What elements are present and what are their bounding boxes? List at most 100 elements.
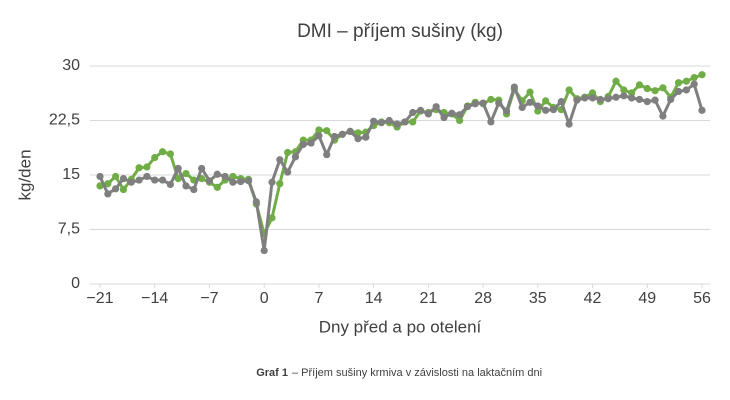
point [620,92,628,100]
point [682,77,690,85]
point [502,107,511,115]
point [424,110,432,118]
point [127,178,135,186]
point [182,169,190,178]
point [393,120,401,128]
x-tick-label: 35 [529,290,547,307]
point [565,86,573,94]
point [456,111,464,119]
point [323,127,331,135]
point [471,100,479,108]
point [104,190,112,198]
point [557,98,565,106]
point [542,97,550,105]
point [448,109,456,117]
point [628,89,636,97]
point [698,106,706,114]
caption-label: Graf 1 [256,367,288,379]
point [698,71,706,79]
point [151,176,159,184]
x-tick-label: 7 [314,290,323,307]
x-tick-label: 14 [365,290,383,307]
point [659,84,667,92]
point [651,87,659,95]
point [416,106,425,114]
point [119,175,128,183]
point [151,153,159,162]
point [174,175,182,183]
chart-title: DMI – příjem sušiny (kg) [297,21,503,42]
point [526,98,534,106]
point [487,95,495,104]
point [573,96,581,104]
point [158,148,167,156]
point [190,185,198,194]
x-tick-label: −14 [141,290,168,307]
point [659,112,667,120]
point [667,95,675,104]
point [346,127,354,135]
point [409,118,417,126]
point [354,135,362,143]
y-axis-label: kg/den [15,149,34,200]
x-tick-label: 49 [638,290,656,307]
point [260,246,268,255]
point [112,185,120,193]
point [135,176,143,184]
point [143,172,151,181]
point [104,180,112,188]
x-tick-label: 21 [419,290,437,307]
point [581,94,589,102]
point [534,102,542,110]
point [158,176,167,184]
x-tick-label: 42 [584,290,602,307]
point [229,172,237,181]
x-tick-label: −21 [86,290,113,307]
x-tick-label: −7 [200,290,218,307]
point [643,84,651,93]
point [315,126,323,134]
point [385,116,393,125]
point [487,118,495,126]
point [244,177,253,185]
x-tick-label: 28 [474,290,492,307]
point [268,178,276,186]
point [174,164,182,173]
point [119,185,128,194]
point [276,156,284,164]
point [596,95,604,104]
point [604,95,612,103]
point [534,107,542,115]
point [276,180,284,188]
point [463,103,472,111]
point [549,106,558,114]
point [143,163,151,171]
point [409,108,417,117]
point [612,93,620,101]
point [690,74,698,82]
point [182,182,190,190]
point [96,172,104,181]
point [440,113,448,122]
y-tick-label: 7,5 [58,221,80,238]
point [252,198,260,206]
point [674,87,683,96]
point [495,99,503,107]
point [432,103,440,111]
point [674,79,683,87]
point [166,150,174,158]
point [510,83,518,91]
point [221,172,229,181]
point [112,172,120,181]
point [456,116,464,125]
point [612,77,620,85]
point [635,95,644,104]
point [338,130,346,138]
point [643,98,651,106]
y-tick-label: 0 [71,275,80,292]
point [268,214,276,222]
x-axis-label: Dny před a po otelení [319,317,482,336]
point [635,81,644,89]
point [526,88,534,96]
